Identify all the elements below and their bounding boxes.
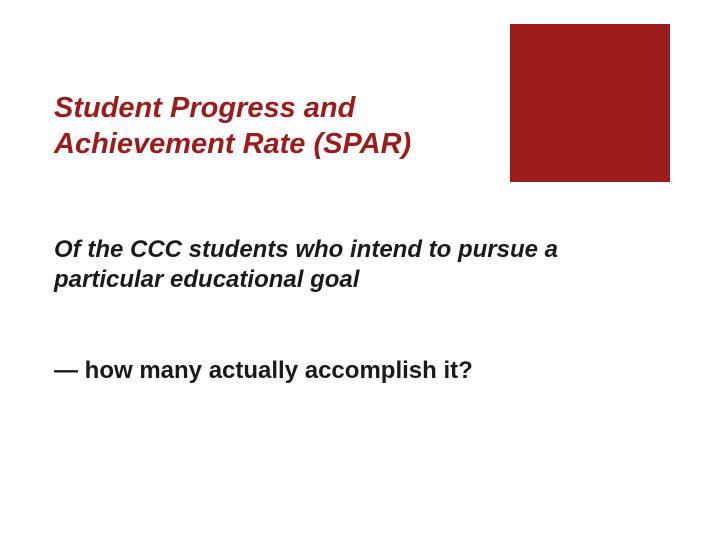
slide-title: Student Progress and Achievement Rate (S… xyxy=(54,90,534,163)
slide-question: — how many actually accomplish it? xyxy=(54,355,614,386)
accent-box xyxy=(510,24,670,182)
slide-subtitle: Of the CCC students who intend to pursue… xyxy=(54,235,594,295)
